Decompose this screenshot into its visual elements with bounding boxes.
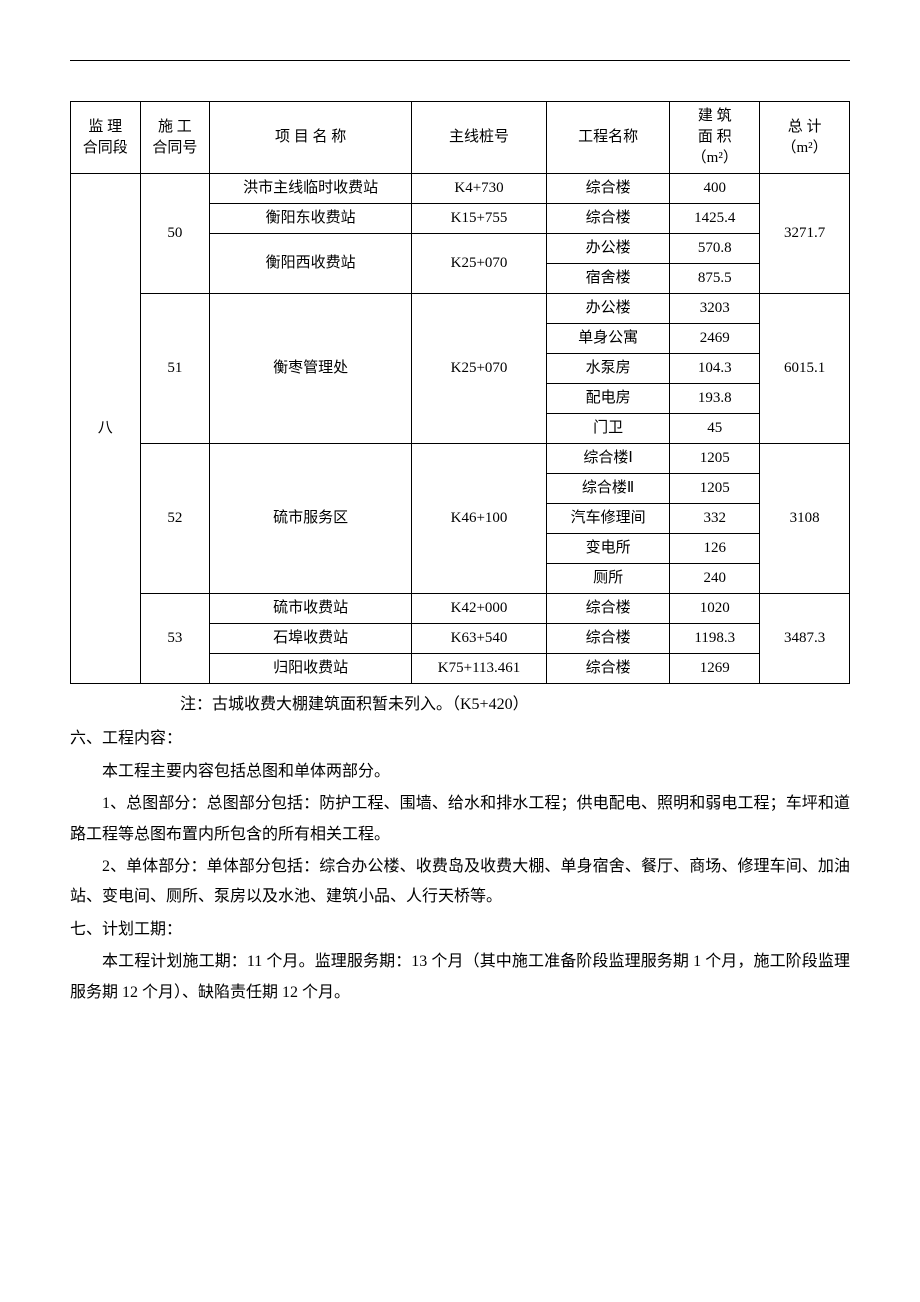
cell-project: 衡枣管理处: [210, 294, 412, 444]
cell-pile: K4+730: [412, 174, 547, 204]
th-project: 项 目 名 称: [210, 102, 412, 174]
cell-contract-no: 51: [140, 294, 210, 444]
cell-eng: 门卫: [546, 414, 669, 444]
cell-eng: 综合楼Ⅰ: [546, 444, 669, 474]
table-row: 53 硫市收费站 K42+000 综合楼 1020 3487.3: [71, 594, 850, 624]
cell-project: 硫市服务区: [210, 444, 412, 594]
construction-table: 监 理合同段 施 工合同号 项 目 名 称 主线桩号 工程名称 建 筑面 积（m…: [70, 101, 850, 684]
cell-area: 240: [670, 564, 760, 594]
table-note: 注：古城收费大棚建筑面积暂未列入。（K5+420）: [70, 690, 850, 720]
cell-area: 1198.3: [670, 624, 760, 654]
cell-eng: 综合楼: [546, 174, 669, 204]
cell-eng: 宿舍楼: [546, 264, 669, 294]
cell-eng: 单身公寓: [546, 324, 669, 354]
th-pile: 主线桩号: [412, 102, 547, 174]
cell-total: 3487.3: [760, 594, 850, 684]
cell-pile: K42+000: [412, 594, 547, 624]
cell-total: 3108: [760, 444, 850, 594]
th-supervision: 监 理合同段: [71, 102, 141, 174]
cell-contract-no: 52: [140, 444, 210, 594]
th-contract: 施 工合同号: [140, 102, 210, 174]
cell-project: 洪市主线临时收费站: [210, 174, 412, 204]
cell-pile: K15+755: [412, 204, 547, 234]
cell-project: 衡阳东收费站: [210, 204, 412, 234]
cell-area: 1205: [670, 474, 760, 504]
cell-project: 归阳收费站: [210, 654, 412, 684]
cell-project: 石埠收费站: [210, 624, 412, 654]
cell-pile: K63+540: [412, 624, 547, 654]
cell-pile: K75+113.461: [412, 654, 547, 684]
cell-area: 126: [670, 534, 760, 564]
section-6-title: 六、工程内容：: [70, 724, 850, 754]
cell-total: 6015.1: [760, 294, 850, 444]
cell-eng: 综合楼Ⅱ: [546, 474, 669, 504]
cell-contract-no: 53: [140, 594, 210, 684]
cell-pile: K25+070: [412, 294, 547, 444]
cell-area: 332: [670, 504, 760, 534]
cell-area: 875.5: [670, 264, 760, 294]
cell-eng: 配电房: [546, 384, 669, 414]
table-row: 八 50 洪市主线临时收费站 K4+730 综合楼 400 3271.7: [71, 174, 850, 204]
cell-area: 2469: [670, 324, 760, 354]
cell-area: 1205: [670, 444, 760, 474]
cell-eng: 办公楼: [546, 294, 669, 324]
cell-eng: 变电所: [546, 534, 669, 564]
table-row: 51 衡枣管理处 K25+070 办公楼 3203 6015.1: [71, 294, 850, 324]
cell-area: 104.3: [670, 354, 760, 384]
cell-eng: 综合楼: [546, 654, 669, 684]
section-7-p0: 本工程计划施工期：11 个月。监理服务期：13 个月（其中施工准备阶段监理服务期…: [70, 947, 850, 1008]
table-row: 52 硫市服务区 K46+100 综合楼Ⅰ 1205 3108: [71, 444, 850, 474]
th-area: 建 筑面 积（m²）: [670, 102, 760, 174]
cell-area: 1425.4: [670, 204, 760, 234]
cell-project: 硫市收费站: [210, 594, 412, 624]
cell-eng: 汽车修理间: [546, 504, 669, 534]
section-6-p0: 本工程主要内容包括总图和单体两部分。: [70, 757, 850, 787]
cell-area: 193.8: [670, 384, 760, 414]
cell-eng: 综合楼: [546, 594, 669, 624]
cell-eng: 综合楼: [546, 624, 669, 654]
cell-area: 570.8: [670, 234, 760, 264]
cell-area: 400: [670, 174, 760, 204]
cell-area: 3203: [670, 294, 760, 324]
cell-total: 3271.7: [760, 174, 850, 294]
page-top-rule: [70, 60, 850, 61]
cell-area: 1269: [670, 654, 760, 684]
cell-supervision: 八: [71, 174, 141, 684]
th-engineering: 工程名称: [546, 102, 669, 174]
cell-contract-no: 50: [140, 174, 210, 294]
section-7-title: 七、计划工期：: [70, 915, 850, 945]
cell-eng: 综合楼: [546, 204, 669, 234]
cell-eng: 办公楼: [546, 234, 669, 264]
cell-project: 衡阳西收费站: [210, 234, 412, 294]
section-6-p2: 2、单体部分：单体部分包括：综合办公楼、收费岛及收费大棚、单身宿舍、餐厅、商场、…: [70, 852, 850, 913]
cell-area: 1020: [670, 594, 760, 624]
th-total: 总 计（m²）: [760, 102, 850, 174]
cell-eng: 水泵房: [546, 354, 669, 384]
section-6-p1: 1、总图部分：总图部分包括：防护工程、围墙、给水和排水工程；供电配电、照明和弱电…: [70, 789, 850, 850]
cell-area: 45: [670, 414, 760, 444]
table-header-row: 监 理合同段 施 工合同号 项 目 名 称 主线桩号 工程名称 建 筑面 积（m…: [71, 102, 850, 174]
cell-pile: K25+070: [412, 234, 547, 294]
cell-pile: K46+100: [412, 444, 547, 594]
cell-eng: 厕所: [546, 564, 669, 594]
